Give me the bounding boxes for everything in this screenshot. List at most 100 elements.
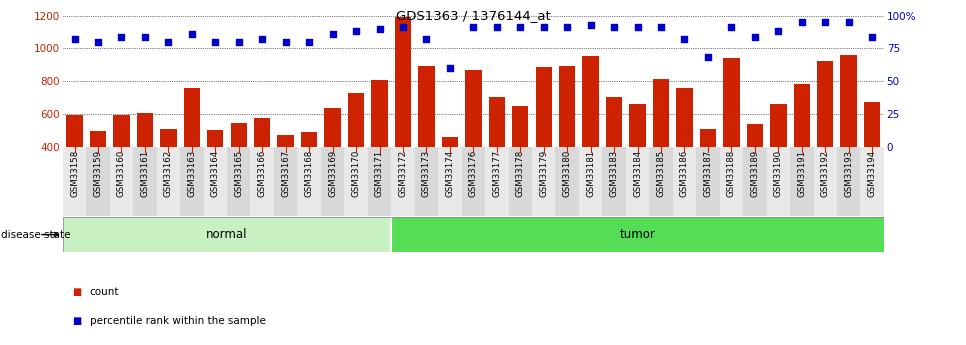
Text: GSM33165: GSM33165 [234,149,243,197]
Bar [439,147,462,216]
Bar [840,55,857,212]
Text: GSM33190: GSM33190 [774,149,782,197]
Bar [672,147,696,216]
Point [325,31,340,37]
Point [301,39,317,45]
Bar [864,102,880,212]
Text: GSM33167: GSM33167 [281,149,290,197]
Text: GSM33171: GSM33171 [375,149,384,197]
Point [536,24,552,30]
Bar [156,147,180,216]
Point [254,36,270,42]
Bar [204,147,227,216]
Text: percentile rank within the sample: percentile rank within the sample [90,316,266,326]
Point [841,19,857,25]
Point [817,19,833,25]
Bar [606,98,622,212]
Text: GSM33159: GSM33159 [94,149,102,197]
Text: GSM33172: GSM33172 [398,149,408,197]
Bar [794,83,810,212]
Bar [348,93,364,212]
Bar [579,147,603,216]
Text: GSM33183: GSM33183 [610,149,618,197]
Text: GSM33166: GSM33166 [258,149,267,197]
Bar [696,147,720,216]
Bar [485,147,508,216]
Bar [391,147,414,216]
Text: ■: ■ [72,287,82,296]
Point [513,24,528,30]
Bar [254,118,270,212]
Bar [414,147,439,216]
Point [466,24,481,30]
Text: GSM33169: GSM33169 [328,149,337,197]
Point [771,29,786,34]
Bar [649,147,672,216]
Text: GSM33160: GSM33160 [117,149,126,197]
Text: GSM33162: GSM33162 [164,149,173,197]
Point [90,39,105,45]
Text: GSM33180: GSM33180 [562,149,572,197]
Bar [676,88,693,212]
Point [278,39,294,45]
Bar [555,147,579,216]
Point [185,31,200,37]
Bar [184,88,200,212]
Text: GDS1363 / 1376144_at: GDS1363 / 1376144_at [396,9,551,22]
Bar [160,129,177,212]
Bar [250,147,274,216]
Bar [110,147,133,216]
Point [747,34,762,39]
Text: GSM33179: GSM33179 [539,149,549,197]
Text: GSM33163: GSM33163 [187,149,196,197]
Bar [180,147,204,216]
Point [372,26,387,31]
Point [700,55,716,60]
Bar [630,104,645,212]
Text: ■: ■ [72,316,82,326]
Text: tumor: tumor [619,228,656,241]
Text: GSM33188: GSM33188 [726,149,736,197]
Point [208,39,223,45]
Text: count: count [90,287,120,296]
Text: GSM33174: GSM33174 [445,149,454,197]
Bar [371,80,387,212]
Text: GSM33193: GSM33193 [844,149,853,197]
Text: GSM33181: GSM33181 [586,149,595,197]
Bar [321,147,344,216]
Bar [837,147,861,216]
Point [582,22,598,28]
Point [114,34,129,39]
Bar [861,147,884,216]
Bar [813,147,837,216]
Bar [274,147,298,216]
Bar [207,130,223,212]
Bar [790,147,813,216]
Point [865,34,880,39]
Text: GSM33173: GSM33173 [422,149,431,197]
Point [607,24,622,30]
Bar [770,104,786,212]
Point [160,39,176,45]
Point [231,39,246,45]
Point [418,36,434,42]
Text: GSM33194: GSM33194 [867,149,877,197]
Text: GSM33187: GSM33187 [703,149,713,197]
Bar [368,147,391,216]
Bar [231,123,247,212]
Text: GSM33191: GSM33191 [797,149,807,197]
Bar [489,98,505,212]
Bar [603,147,626,216]
Bar [301,132,317,212]
Bar [559,66,576,212]
Point [395,24,411,30]
Text: GSM33192: GSM33192 [821,149,830,197]
Bar [699,129,716,212]
Point [489,24,504,30]
Bar [277,135,294,212]
Bar [441,137,458,212]
Bar [767,147,790,216]
Bar [532,147,555,216]
Bar [86,147,110,216]
Text: GSM33186: GSM33186 [680,149,689,197]
